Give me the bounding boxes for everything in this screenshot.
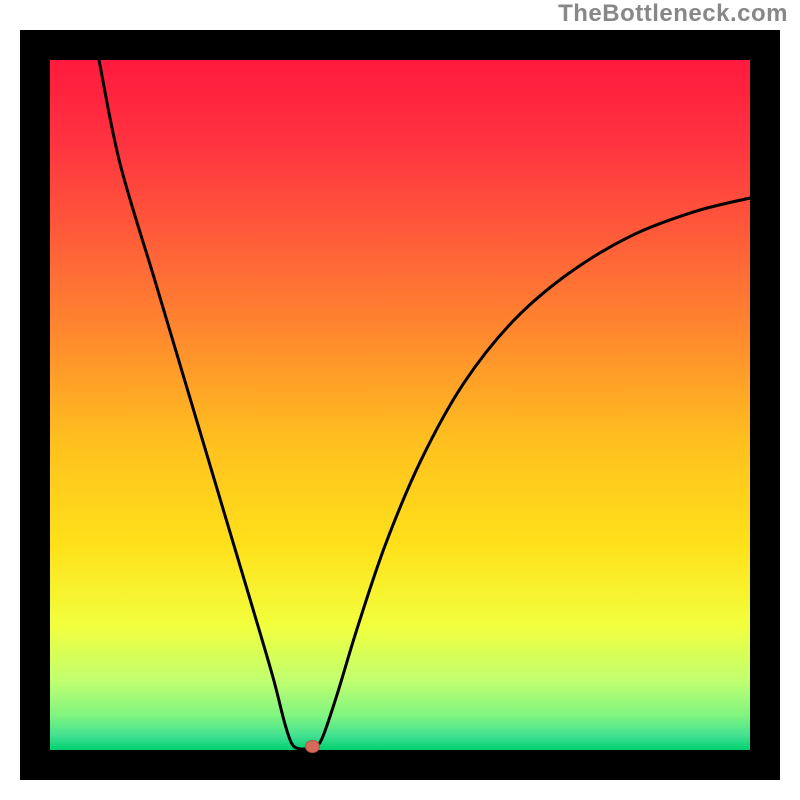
chart-background-gradient — [50, 60, 750, 750]
chart-container: TheBottleneck.com — [0, 0, 800, 800]
optimal-point-marker — [306, 741, 320, 753]
watermark-text: TheBottleneck.com — [558, 0, 788, 28]
bottleneck-chart — [0, 0, 800, 800]
